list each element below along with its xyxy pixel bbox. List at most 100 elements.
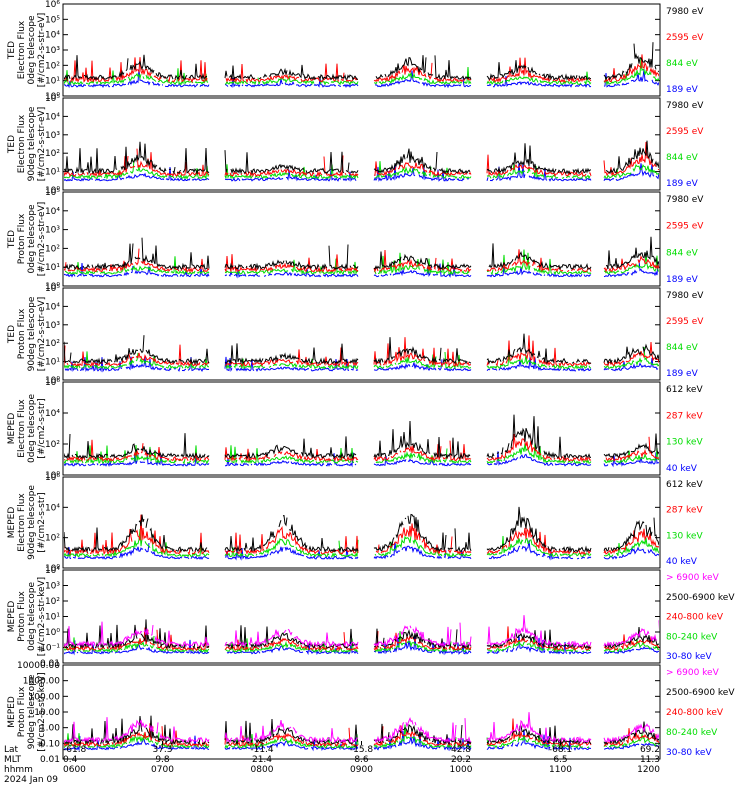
legend-entry: 130 keV <box>666 531 703 541</box>
x-tick-lat: -68.1 <box>549 745 572 755</box>
y-tick-label: 10¹ <box>45 613 60 623</box>
legend-entry: 189 eV <box>666 369 699 379</box>
x-tick-hhmm: 0600 <box>63 765 86 775</box>
panel-1: 10⁰ 10¹ 10² 10³ 10⁴ 10⁵ 10⁶ TEDElectron Flux0de… <box>7 0 704 102</box>
panel-frame <box>62 191 661 287</box>
y-tick-label: 10⁴ <box>45 207 60 217</box>
panel-frame <box>62 97 661 191</box>
y-tick-label: 10³ <box>45 131 60 141</box>
x-tick-mlt: 0.4 <box>63 755 78 765</box>
legend-entry: 844 eV <box>666 59 699 69</box>
legend-entry: 130 keV <box>666 438 703 448</box>
y-axis-label: MEPEDProton Flux90deg telescope[#/cm2-s-… <box>7 672 47 751</box>
y-tick-label: 10² <box>45 597 60 607</box>
panel-frame <box>62 381 661 476</box>
legend-entry: > 6900 keV <box>666 668 720 678</box>
series-line <box>64 42 659 82</box>
series-group <box>64 140 659 182</box>
y-tick-label: 10⁴ <box>45 503 60 513</box>
y-tick-label: 10² <box>45 440 60 450</box>
series-line <box>64 514 659 556</box>
series-group <box>64 333 659 371</box>
y-axis-label: MEPEDElectron Flux0deg telescope[#/cm2-s… <box>7 394 47 464</box>
y-tick-label: 10⁵ <box>45 284 60 294</box>
y-tick-label: 0.01 <box>40 659 60 669</box>
x-tick-lat: 42.8 <box>451 745 471 755</box>
y-tick-label: 1.00 <box>40 724 60 734</box>
y-tick-label: 10⁴ <box>45 31 60 41</box>
panel-6: 10⁰ 10² 10⁴ 10⁶ MEPEDElectron Flux90deg tele… <box>7 473 703 574</box>
y-tick-label: 10⁵ <box>45 15 60 25</box>
y-tick-label: 10⁰ <box>45 628 60 638</box>
y-tick-label: 10¹ <box>45 77 60 87</box>
date-label: 2024 Jan 09 <box>4 775 58 785</box>
y-tick-label: 10⁰ <box>45 186 60 196</box>
y-tick-label: 10³ <box>45 582 60 592</box>
series-line <box>63 260 660 276</box>
series-line <box>64 615 659 648</box>
y-tick-label: 10² <box>45 534 60 544</box>
series-group <box>64 712 659 752</box>
x-tick-lat: -15.8 <box>350 745 374 755</box>
legend-entry: 189 eV <box>666 179 699 189</box>
x-tick-hhmm: 1100 <box>549 765 572 775</box>
y-axis-label: TEDProton Flux0deg telescope[#/cm2-s-str… <box>7 202 47 277</box>
y-axis-label: TEDElectron Flux0deg telescope[#/cm2-s-s… <box>7 13 47 88</box>
y-tick-label: 10⁴ <box>45 409 60 419</box>
y-axis-label: TEDElectron Flux90deg telescope[#/cm2-s-… <box>7 106 47 181</box>
series-line <box>64 442 659 465</box>
series-line <box>64 451 659 468</box>
y-tick-label: 10⁰ <box>45 92 60 102</box>
y-tick-label: 10⁰ <box>45 564 60 574</box>
series-line <box>64 529 659 558</box>
legend-entry: 30-80 keV <box>666 748 712 758</box>
y-tick-label: 10⁰ <box>45 376 60 386</box>
x-row-label: MLT <box>4 755 22 765</box>
y-tick-label: 100.00 <box>29 692 61 702</box>
y-tick-label: 10.00 <box>34 708 60 718</box>
legend-entry: 2500-6900 keV <box>666 688 735 698</box>
legend-entry: 30-80 keV <box>666 652 712 662</box>
legend-entry: 40 keV <box>666 464 698 474</box>
y-tick-label: 10000.00 <box>17 661 60 671</box>
y-tick-label: 10³ <box>45 226 60 236</box>
x-tick-lat: 37.3 <box>152 745 172 755</box>
series-group <box>64 42 659 89</box>
x-tick-hhmm: 0700 <box>151 765 174 775</box>
x-tick-mlt: 6.5 <box>553 755 567 765</box>
legend-entry: 80-240 keV <box>666 632 718 642</box>
series-line <box>64 712 659 744</box>
legend-entry: 2595 eV <box>666 317 704 327</box>
panel-frame <box>62 287 661 381</box>
series-group <box>63 236 660 277</box>
x-tick-mlt: 8.6 <box>354 755 369 765</box>
legend-entry: 844 eV <box>666 248 699 258</box>
y-tick-label: 10⁰ <box>45 282 60 292</box>
series-line <box>64 506 659 554</box>
panel-4: 10⁰ 10¹ 10² 10³ 10⁴ 10⁵ TEDProton Flux90deg te… <box>7 284 704 386</box>
legend-entry: 40 keV <box>666 557 698 567</box>
series-line <box>64 433 659 463</box>
y-axis-label: MEPEDProton Flux0deg telescope[#/cm2-s-s… <box>7 577 47 656</box>
x-tick-hhmm: 1000 <box>450 765 473 775</box>
legend-entry: 844 eV <box>666 153 699 163</box>
legend-entry: 240-800 keV <box>666 613 724 623</box>
x-row-label: Lat <box>4 745 19 755</box>
series-line <box>64 163 659 182</box>
series-group <box>64 506 659 561</box>
y-tick-label: 10⁰ <box>45 471 60 481</box>
x-tick-mlt: 11.3 <box>640 755 660 765</box>
series-line <box>64 236 659 271</box>
series-line <box>64 335 659 368</box>
y-tick-label: 0.01 <box>40 755 60 765</box>
series-line <box>64 333 659 366</box>
panel-5: 10⁰ 10² 10⁴ 10⁶ MEPEDElectron Flux0deg teles… <box>7 378 703 481</box>
x-tick-mlt: 9.8 <box>155 755 170 765</box>
series-line <box>64 540 659 561</box>
y-tick-label: 10⁶ <box>45 378 60 388</box>
legend-entry: 2595 eV <box>666 222 704 232</box>
series-line <box>64 141 659 178</box>
panel-2: 10⁰ 10¹ 10² 10³ 10⁴ 10⁵ TEDElectron Flux90deg … <box>7 94 704 196</box>
legend-entry: 612 keV <box>666 385 703 395</box>
